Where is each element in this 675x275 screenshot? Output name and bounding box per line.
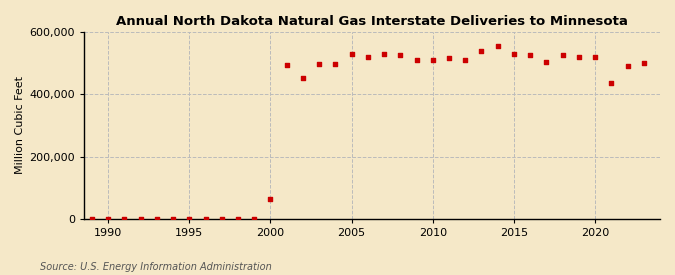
Point xyxy=(281,63,292,67)
Point xyxy=(298,76,308,80)
Point xyxy=(86,216,97,221)
Text: Source: U.S. Energy Information Administration: Source: U.S. Energy Information Administ… xyxy=(40,262,272,272)
Point xyxy=(184,216,194,221)
Point xyxy=(508,52,519,57)
Point xyxy=(135,217,146,221)
Point xyxy=(151,217,162,221)
Point xyxy=(574,55,585,59)
Point xyxy=(622,64,633,68)
Point xyxy=(443,56,454,61)
Point xyxy=(639,61,649,65)
Point xyxy=(411,58,422,62)
Point xyxy=(346,52,357,56)
Point xyxy=(362,55,373,59)
Point xyxy=(524,53,535,57)
Point xyxy=(476,48,487,53)
Point xyxy=(103,216,113,221)
Point xyxy=(167,216,178,221)
Point xyxy=(427,58,438,62)
Point xyxy=(314,62,325,66)
Y-axis label: Million Cubic Feet: Million Cubic Feet xyxy=(15,76,25,174)
Point xyxy=(217,216,227,221)
Point xyxy=(200,216,211,221)
Point xyxy=(330,62,341,66)
Point xyxy=(395,53,406,57)
Point xyxy=(379,52,389,56)
Point xyxy=(558,53,568,57)
Point xyxy=(119,217,130,221)
Title: Annual North Dakota Natural Gas Interstate Deliveries to Minnesota: Annual North Dakota Natural Gas Intersta… xyxy=(116,15,628,28)
Point xyxy=(541,59,551,64)
Point xyxy=(590,55,601,59)
Point xyxy=(492,44,503,48)
Point xyxy=(460,58,470,62)
Point xyxy=(249,216,260,221)
Point xyxy=(265,197,276,201)
Point xyxy=(233,216,244,221)
Point xyxy=(606,81,617,86)
